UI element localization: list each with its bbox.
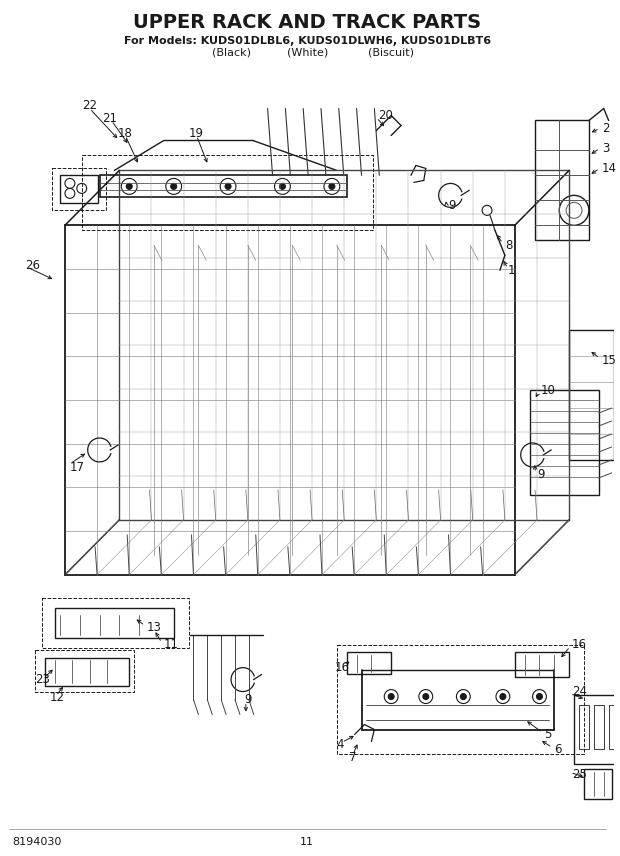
- Circle shape: [388, 693, 394, 699]
- Circle shape: [423, 693, 429, 699]
- Bar: [529, 390, 599, 495]
- Bar: [574, 694, 620, 764]
- Text: 6: 6: [554, 743, 562, 756]
- Circle shape: [536, 693, 542, 699]
- Text: 3: 3: [602, 142, 609, 155]
- Bar: [515, 651, 569, 676]
- Bar: [579, 704, 589, 750]
- Circle shape: [170, 183, 177, 189]
- Text: UPPER RACK AND TRACK PARTS: UPPER RACK AND TRACK PARTS: [133, 13, 481, 33]
- Text: 9: 9: [448, 199, 456, 212]
- Circle shape: [329, 183, 335, 189]
- Text: 10: 10: [541, 383, 556, 396]
- Bar: [42, 597, 188, 648]
- Text: 23: 23: [35, 673, 50, 687]
- Bar: [82, 156, 373, 230]
- Bar: [100, 175, 347, 198]
- Text: 9: 9: [244, 693, 251, 706]
- Text: 11: 11: [164, 638, 179, 651]
- Text: 24: 24: [572, 685, 587, 698]
- Text: 19: 19: [188, 127, 203, 140]
- Text: (Biscuit): (Biscuit): [368, 48, 414, 57]
- Text: 15: 15: [602, 354, 617, 366]
- Text: 16: 16: [572, 638, 587, 651]
- Bar: [347, 651, 391, 674]
- Circle shape: [461, 693, 466, 699]
- Bar: [569, 330, 614, 460]
- Bar: [337, 645, 584, 754]
- Text: 22: 22: [82, 99, 97, 112]
- Bar: [52, 169, 107, 211]
- Circle shape: [280, 183, 285, 189]
- Text: 26: 26: [25, 259, 40, 271]
- Text: 18: 18: [117, 127, 132, 140]
- Text: 21: 21: [102, 112, 118, 125]
- Text: 25: 25: [572, 768, 587, 781]
- Text: 13: 13: [147, 621, 162, 634]
- Text: 8: 8: [505, 239, 512, 252]
- Circle shape: [225, 183, 231, 189]
- Text: 7: 7: [348, 751, 356, 764]
- Text: 4: 4: [337, 738, 344, 751]
- Bar: [594, 704, 604, 750]
- Text: 2: 2: [602, 122, 609, 135]
- Text: 12: 12: [50, 691, 65, 704]
- Bar: [609, 704, 619, 750]
- Bar: [55, 608, 174, 638]
- Bar: [35, 650, 134, 692]
- Text: 1: 1: [508, 264, 515, 276]
- Circle shape: [126, 183, 132, 189]
- Bar: [584, 770, 611, 800]
- Text: 8194030: 8194030: [12, 837, 62, 847]
- Text: 16: 16: [335, 661, 350, 675]
- Text: 11: 11: [300, 837, 314, 847]
- Circle shape: [500, 693, 506, 699]
- Text: 9: 9: [538, 468, 545, 481]
- Text: (Black): (Black): [211, 48, 250, 57]
- Text: 14: 14: [602, 162, 617, 175]
- Text: (White): (White): [286, 48, 328, 57]
- Text: For Models: KUDS01DLBL6, KUDS01DLWH6, KUDS01DLBT6: For Models: KUDS01DLBL6, KUDS01DLWH6, KU…: [123, 36, 490, 45]
- Text: 20: 20: [378, 109, 393, 122]
- Text: 5: 5: [544, 728, 552, 741]
- Bar: [45, 657, 129, 686]
- Text: 17: 17: [70, 461, 85, 474]
- Bar: [534, 121, 589, 241]
- Bar: [60, 175, 97, 204]
